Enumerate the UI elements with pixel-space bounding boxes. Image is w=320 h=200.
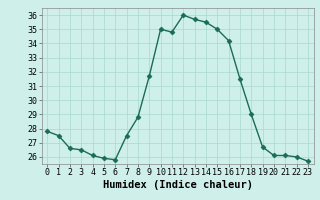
X-axis label: Humidex (Indice chaleur): Humidex (Indice chaleur) <box>103 180 252 190</box>
